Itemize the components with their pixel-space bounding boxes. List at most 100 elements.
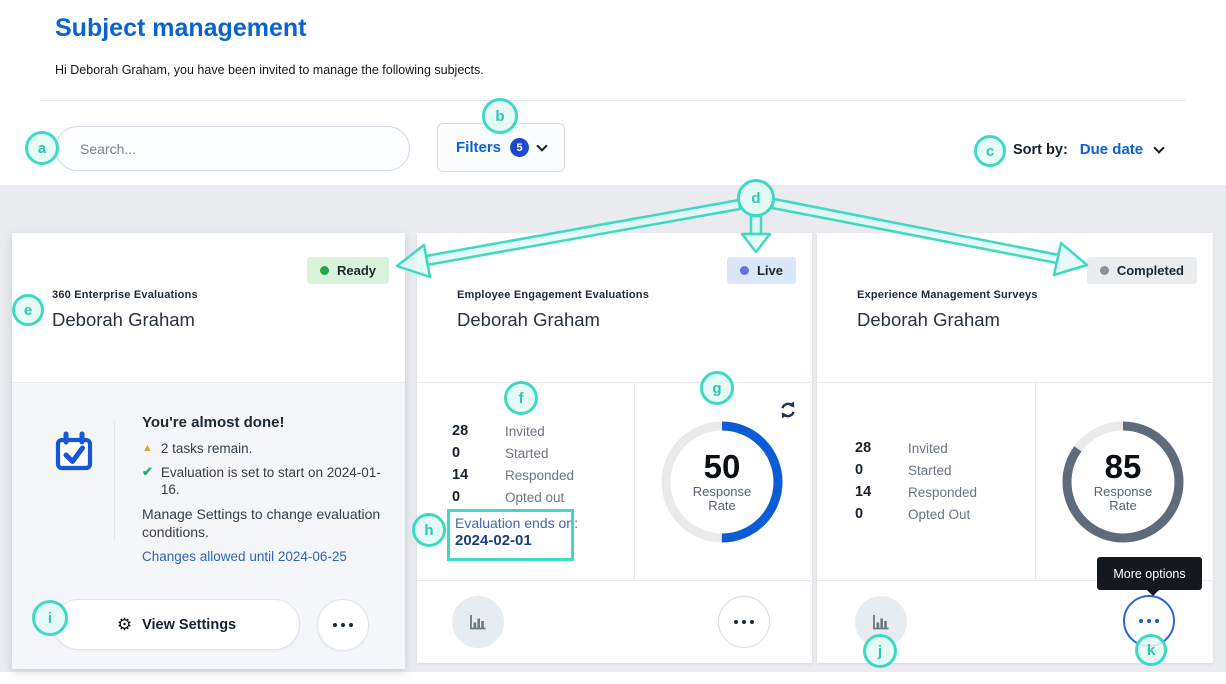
status-label: Live xyxy=(756,263,783,278)
header-divider xyxy=(40,100,1186,101)
more-options-tooltip: More options xyxy=(1097,557,1202,590)
calendar-check-icon xyxy=(55,431,93,471)
filters-button[interactable]: Filters 5 xyxy=(437,123,565,172)
stat-label: Started xyxy=(908,462,952,478)
card-subject-name: Deborah Graham xyxy=(857,309,1000,330)
bar-chart-icon xyxy=(470,615,486,630)
filters-count-badge: 5 xyxy=(510,138,529,157)
panel-divider xyxy=(114,421,115,541)
card-footer: ⚙ View Settings xyxy=(12,586,405,669)
stat-label: Opted out xyxy=(505,489,565,505)
stat-value: 0 xyxy=(452,489,461,505)
stat-value: 0 xyxy=(452,445,461,461)
stats-list: 28 Invited 0 Started 14 Responded 0 Opted ou… xyxy=(452,420,574,508)
subject-card-experience-management: Completed Experience Management Surveys … xyxy=(817,233,1213,663)
sort-by-label: Sort by: xyxy=(1013,141,1068,158)
stats-list: 28 Invited 0 Started 14 Responded 0 Opted Ou… xyxy=(855,437,977,525)
stat-value: 0 xyxy=(855,462,864,478)
stat-value: 0 xyxy=(855,506,864,522)
stat-value: 28 xyxy=(452,423,469,439)
status-badge: Completed xyxy=(1086,257,1197,284)
response-rate-value: 50 xyxy=(703,448,741,485)
donut-chart xyxy=(661,421,783,543)
view-settings-label: View Settings xyxy=(142,616,237,633)
card-subject-name: Deborah Graham xyxy=(457,309,600,330)
card-subject-name: Deborah Graham xyxy=(52,309,195,330)
card-category: 360 Enterprise Evaluations xyxy=(52,289,198,301)
view-settings-button[interactable]: ⚙ View Settings xyxy=(53,599,300,650)
status-dot-icon xyxy=(739,266,749,275)
more-options-button[interactable] xyxy=(1123,595,1175,647)
bar-chart-icon xyxy=(873,615,889,630)
subject-card-360-enterprise: Ready 360 Enterprise Evaluations Deborah… xyxy=(12,233,405,669)
stat-label: Responded xyxy=(505,467,575,483)
stat-row: 28 Invited xyxy=(855,437,977,459)
response-rate-value: 85 xyxy=(1104,448,1142,485)
response-rate-donut: 85 Response Rate xyxy=(1061,420,1185,544)
status-label: Completed xyxy=(1116,263,1184,278)
start-date-text: Evaluation is set to start on 2024-01-16… xyxy=(160,465,381,497)
changes-allowed-link[interactable]: Changes allowed until 2024-06-25 xyxy=(142,549,347,564)
stat-value: 14 xyxy=(452,467,469,483)
sort-value-dropdown[interactable]: Due date xyxy=(1079,141,1144,158)
status-dot-icon xyxy=(319,266,329,275)
stat-row: 14 Responded xyxy=(452,464,574,486)
gear-icon: ⚙ xyxy=(116,615,133,634)
more-options-button[interactable] xyxy=(718,596,770,648)
annotation-a: a xyxy=(25,131,59,165)
response-rate-donut: 50 Response Rate xyxy=(660,420,784,544)
panel-text: You're almost done! ▲ 2 tasks remain. ✔ … xyxy=(142,414,384,564)
stat-row: 0 Started xyxy=(855,459,977,481)
stat-row: 0 Started xyxy=(452,442,574,464)
response-rate-label: Response Rate xyxy=(1093,484,1153,513)
card-stats-panel: 28 Invited 0 Started 14 Responded 0 Opted ou… xyxy=(417,382,812,581)
status-badge: Live xyxy=(726,257,796,284)
response-rate-label: Response Rate xyxy=(692,484,752,513)
donut-center: 85 Response Rate xyxy=(1061,420,1185,544)
card-stats-panel: 28 Invited 0 Started 14 Responded 0 Opted Ou… xyxy=(817,382,1213,581)
card-category: Employee Engagement Evaluations xyxy=(457,289,650,301)
tasks-remaining-text: 2 tasks remain. xyxy=(160,441,253,456)
more-options-icon xyxy=(733,619,755,625)
status-dot-icon xyxy=(1099,266,1109,275)
report-button[interactable] xyxy=(452,596,504,648)
donut-chart xyxy=(1062,421,1184,543)
page-title: Subject management xyxy=(55,14,307,42)
stat-label: Responded xyxy=(908,484,978,500)
sort-control: Sort by: Due date xyxy=(1013,141,1165,158)
stat-label: Invited xyxy=(908,440,948,456)
evaluation-ends-label: Evaluation ends on: xyxy=(455,515,578,531)
stat-label: Invited xyxy=(505,423,545,439)
stat-label: Opted Out xyxy=(908,506,971,522)
card-footer xyxy=(417,580,812,663)
refresh-icon[interactable] xyxy=(778,400,798,420)
report-button[interactable] xyxy=(855,596,907,648)
panel-heading: You're almost done! xyxy=(142,414,285,431)
evaluation-ends-block: Evaluation ends on: 2024-02-01 xyxy=(455,514,578,550)
stat-value: 28 xyxy=(855,440,872,456)
stat-row: 0 Opted out xyxy=(452,486,574,508)
panel-divider xyxy=(634,383,635,581)
page-subtitle: Hi Deborah Graham, you have been invited… xyxy=(55,63,484,77)
status-label: Ready xyxy=(336,263,376,278)
chevron-down-icon[interactable] xyxy=(1153,141,1165,154)
search-input[interactable] xyxy=(55,126,410,171)
status-badge: Ready xyxy=(306,257,389,284)
donut-center: 50 Response Rate xyxy=(660,420,784,544)
stat-label: Started xyxy=(505,445,549,461)
stat-row: 0 Opted Out xyxy=(855,503,977,525)
panel-divider xyxy=(1035,383,1036,581)
tasks-remaining-row: ▲ 2 tasks remain. xyxy=(142,440,384,457)
chevron-down-icon xyxy=(536,139,548,152)
more-options-button[interactable] xyxy=(317,599,369,651)
annotation-c: c xyxy=(974,135,1006,167)
more-options-icon xyxy=(332,622,354,628)
more-options-icon xyxy=(1138,618,1160,624)
stat-row: 14 Responded xyxy=(855,481,977,503)
evaluation-ends-date: 2024-02-01 xyxy=(455,532,532,549)
tooltip-arrow xyxy=(1147,590,1159,596)
manage-settings-note: Manage Settings to change evaluation con… xyxy=(142,506,381,540)
stat-value: 14 xyxy=(855,484,872,500)
warning-icon: ▲ xyxy=(142,442,153,454)
